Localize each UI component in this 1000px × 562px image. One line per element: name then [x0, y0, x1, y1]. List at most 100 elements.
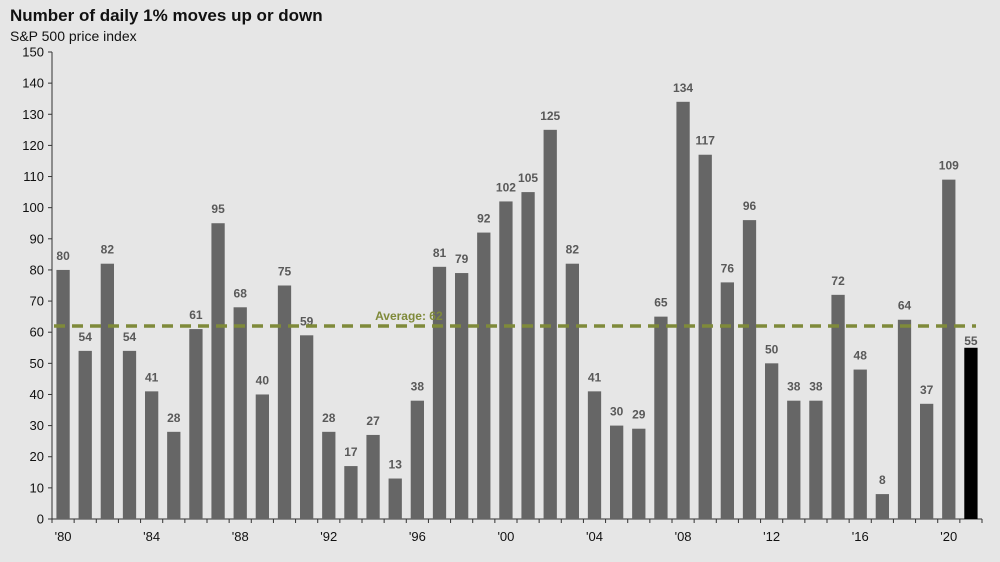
- bar: [366, 434, 380, 519]
- bar: [875, 494, 889, 519]
- data-label: 48: [854, 349, 868, 363]
- y-tick-label: 110: [23, 169, 44, 184]
- data-label: 17: [344, 445, 358, 459]
- data-label: 27: [366, 414, 380, 428]
- bar: [831, 294, 845, 519]
- data-label: 40: [256, 373, 270, 387]
- bar: [632, 428, 646, 519]
- bar-layer: [56, 101, 978, 520]
- data-label: 92: [477, 212, 491, 226]
- bar: [853, 369, 867, 519]
- data-label: 79: [455, 252, 469, 266]
- bar: [233, 307, 247, 519]
- data-label: 65: [654, 296, 668, 310]
- data-label: 61: [189, 308, 203, 322]
- data-label: 68: [234, 286, 248, 300]
- y-tick-label: 50: [30, 356, 44, 371]
- bar: [432, 266, 447, 519]
- x-tick-label: '80: [55, 529, 72, 544]
- bar: [521, 192, 535, 519]
- bar: [122, 350, 137, 519]
- bar: [942, 179, 956, 519]
- data-label: 28: [167, 411, 181, 425]
- bar: [809, 400, 823, 519]
- data-label: 125: [540, 109, 560, 123]
- y-tick-label: 60: [30, 325, 44, 340]
- y-tick-label: 90: [30, 231, 44, 246]
- data-label: 80: [56, 249, 70, 263]
- x-tick-label: '84: [143, 529, 160, 544]
- data-label: 76: [721, 261, 735, 275]
- y-tick-label: 0: [37, 512, 44, 527]
- data-label: 50: [765, 342, 779, 356]
- bar: [920, 403, 934, 519]
- y-tick-label: 150: [22, 45, 44, 60]
- bar: [189, 329, 203, 519]
- bar: [698, 154, 712, 520]
- bar: [565, 263, 579, 519]
- data-label: 55: [964, 334, 978, 348]
- data-label: 95: [211, 202, 225, 216]
- y-tick-label: 70: [30, 294, 44, 309]
- data-label: 13: [389, 458, 403, 472]
- bar: [167, 431, 181, 519]
- axis-layer: 0 10 20 30 40 50 60 70 80 90 100 110 120 130 140 150 '80…: [22, 45, 983, 544]
- y-tick-label: 10: [30, 480, 44, 495]
- y-tick-label: 40: [30, 387, 44, 402]
- bar: [499, 201, 513, 519]
- bar: [322, 431, 336, 519]
- x-tick-label: '12: [763, 529, 780, 544]
- data-label: 82: [101, 243, 115, 257]
- data-label: 81: [433, 246, 447, 260]
- data-label: 105: [518, 171, 538, 185]
- x-tick-label: '20: [940, 529, 957, 544]
- data-label: 54: [123, 330, 137, 344]
- bar: [654, 316, 668, 519]
- bar: [676, 101, 690, 520]
- bar: [787, 400, 801, 519]
- bar: [344, 466, 358, 519]
- data-label: 37: [920, 383, 934, 397]
- bar: [765, 363, 779, 519]
- y-tick-label: 120: [22, 138, 44, 153]
- bar: [610, 425, 624, 519]
- bar: [897, 319, 912, 519]
- data-label: 38: [809, 380, 823, 394]
- x-tick-label: '92: [320, 529, 337, 544]
- data-label: 30: [610, 405, 624, 419]
- y-tick-label: 30: [30, 418, 44, 433]
- bar: [255, 394, 269, 519]
- x-tick-label: '00: [497, 529, 514, 544]
- x-tick-label: '88: [232, 529, 249, 544]
- bar: [100, 263, 114, 519]
- bar: [388, 478, 402, 519]
- chart-subtitle: S&P 500 price index: [10, 28, 137, 44]
- data-label: 102: [496, 180, 516, 194]
- data-label: 54: [79, 330, 93, 344]
- data-label: 8: [879, 473, 886, 487]
- x-tick-label: '08: [675, 529, 692, 544]
- y-tick-label: 100: [22, 200, 44, 215]
- data-label: 72: [831, 274, 845, 288]
- bar: [277, 285, 292, 519]
- bar: [742, 220, 757, 519]
- bar: [410, 400, 424, 519]
- x-tick-label: '96: [409, 529, 426, 544]
- data-label: 41: [145, 370, 159, 384]
- data-label: 41: [588, 370, 602, 384]
- y-tick-label: 80: [30, 262, 44, 277]
- data-label: 109: [939, 159, 959, 173]
- data-label: 75: [278, 265, 292, 279]
- bar: [211, 223, 225, 519]
- data-label: 96: [743, 199, 757, 213]
- bar: [145, 391, 159, 519]
- y-tick-label: 130: [22, 107, 44, 122]
- chart-title: Number of daily 1% moves up or down: [10, 6, 323, 25]
- data-label: 117: [696, 134, 716, 148]
- bar: [455, 273, 469, 519]
- data-label: 38: [411, 380, 425, 394]
- x-tick-label: '04: [586, 529, 603, 544]
